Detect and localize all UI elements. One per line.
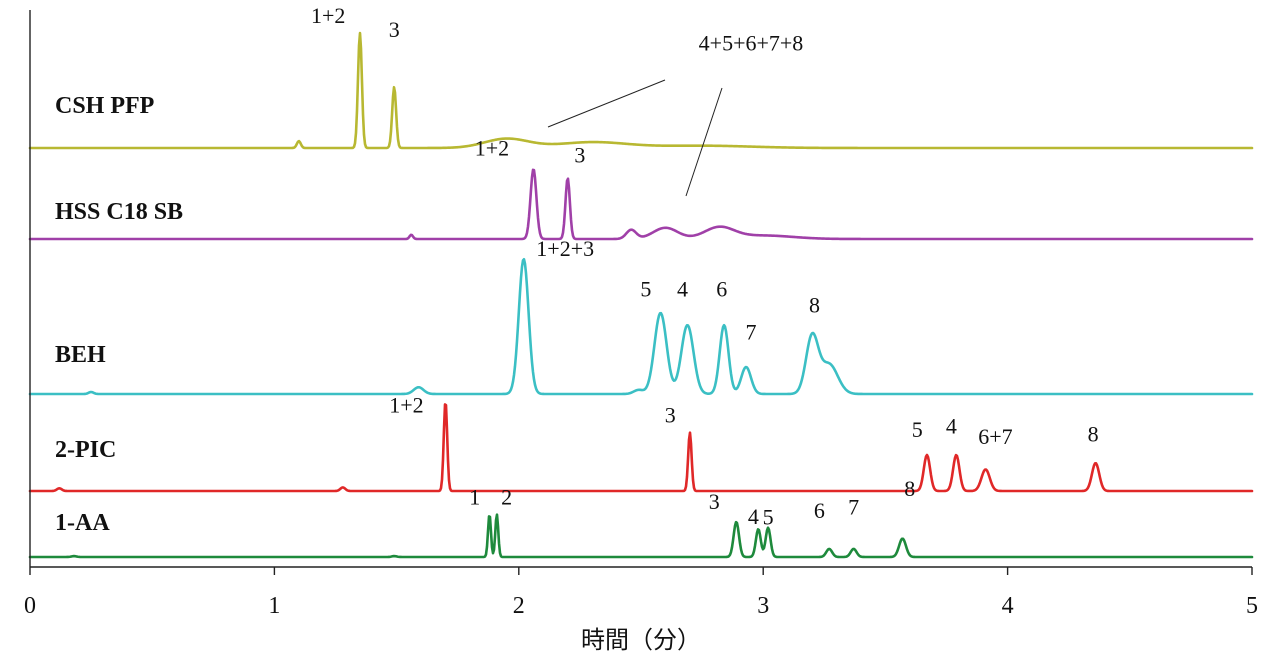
peak-label: 3 (665, 403, 676, 428)
trace-beh (28, 257, 1254, 396)
peak-label: 2 (501, 484, 512, 509)
peak-label: 8 (1088, 421, 1099, 446)
series-name-label: CSH PFP (55, 93, 154, 119)
x-tick-label: 3 (757, 593, 769, 619)
peak-label: 6+7 (978, 424, 1012, 449)
peak-label: 3 (389, 17, 400, 42)
series-name-label: BEH (55, 342, 106, 368)
peak-label: 1+2+3 (536, 236, 594, 261)
x-tick-label: 1 (268, 593, 280, 619)
x-tick-label: 0 (24, 593, 36, 619)
peak-label: 1+2 (389, 393, 423, 418)
series-name-label: 2-PIC (55, 437, 116, 463)
x-tick-label: 2 (513, 593, 525, 619)
peak-label: 4 (748, 504, 759, 529)
peak-label: 3 (574, 143, 585, 168)
peak-label: 4 (677, 276, 688, 301)
trace-csh-pfp (28, 31, 1254, 150)
peak-label: 5 (763, 505, 774, 530)
peak-label: 4 (946, 413, 957, 438)
series-name-label: 1-AA (55, 510, 110, 536)
label-layer: CSH PFP 1+2 3 4+5+6+7+8 HSS C18 SB 1+2 3 BEH 1+2… (55, 3, 1099, 536)
series-name-label: HSS C18 SB (55, 199, 183, 225)
peak-label: 1+2 (311, 3, 345, 28)
peak-label: 7 (848, 495, 859, 520)
trace-1-aa (28, 513, 1254, 559)
leader-line-right (685, 87, 723, 197)
peak-label: 5 (640, 276, 651, 301)
peak-label: 1+2 (475, 136, 509, 161)
peak-label: 6 (814, 498, 825, 523)
x-tick-label: 5 (1246, 593, 1258, 619)
peak-label: 8 (809, 292, 820, 317)
leader-line-left (547, 79, 666, 128)
peak-label: 1 (469, 484, 480, 509)
x-axis-title: 時間（分） (581, 626, 701, 654)
peak-label: 3 (709, 489, 720, 514)
x-tick-label: 4 (1002, 593, 1014, 619)
trace-layer (28, 31, 1254, 559)
trace-2-pic (28, 403, 1254, 493)
peak-label: 4+5+6+7+8 (699, 31, 804, 56)
peak-label: 6 (716, 276, 727, 301)
trace-hss-c18-sb (28, 168, 1254, 241)
tick-layer: 0 1 2 3 4 5 (24, 567, 1258, 619)
axes-layer: 時間（分） (29, 10, 1252, 654)
peak-label: 8 (904, 476, 915, 501)
peak-label: 7 (746, 319, 757, 344)
peak-label: 5 (912, 417, 923, 442)
